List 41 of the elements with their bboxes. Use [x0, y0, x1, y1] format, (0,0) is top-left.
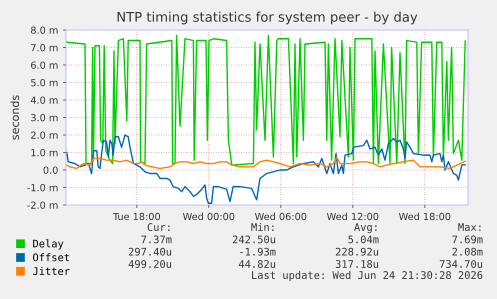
y-tick-label: 3.0 m — [31, 114, 58, 122]
chart-title: NTP timing statistics for system peer - by day — [118, 12, 418, 24]
y-tick-label: 5.0 m — [31, 78, 58, 86]
text: Cur: — [148, 223, 170, 232]
text: 499.20u — [128, 260, 172, 268]
text: 734.70u — [440, 260, 482, 268]
y-tick-label: 4.0 m — [30, 96, 58, 104]
x-tick-label: Wed 12:00 — [326, 212, 378, 220]
text: 2.08m — [452, 248, 483, 256]
text: Max: — [458, 223, 480, 232]
legend-label: Offset — [33, 253, 70, 262]
y-tick-label: 2.0 m — [31, 131, 58, 139]
text: 5.04m — [348, 235, 379, 244]
text: 297.40u — [128, 248, 172, 256]
y-tick-label: -1.0 m — [27, 184, 58, 192]
line-series — [66, 34, 466, 166]
y-tick-label: 6.0 m — [31, 61, 58, 69]
text: 228.92u — [336, 248, 378, 256]
text: 44.82u — [238, 260, 276, 268]
y-tick-label: 1.0 m — [31, 148, 58, 156]
y-tick-label: 8.0 m — [31, 26, 58, 34]
legend-label: Jitter — [33, 266, 70, 276]
text: 7.69m — [452, 235, 483, 244]
text: 7.37m — [141, 235, 172, 244]
legend-label: Delay — [33, 239, 64, 250]
y-tick-label: 7.0 m — [31, 44, 58, 52]
line-series — [66, 134, 466, 204]
text: Avg: — [354, 223, 376, 234]
line-series — [66, 156, 466, 170]
text: 317.18u — [336, 260, 378, 268]
x-tick-label: Wed 06:00 — [254, 212, 306, 220]
x-tick-label: Wed 00:00 — [182, 212, 234, 220]
text: Min: — [251, 222, 274, 231]
text: 242.50u — [232, 235, 276, 244]
x-tick-label: Tue 18:00 — [112, 212, 160, 220]
text: -1.93m — [240, 248, 276, 256]
text: Last update: Wed Jun 24 21:30:28 2026 — [252, 270, 482, 282]
x-tick-label: Wed 18:00 — [398, 212, 450, 220]
y-tick-label: -2.0 m — [27, 201, 58, 209]
y-tick-label: 0.0 — [44, 166, 58, 174]
y-axis-title: seconds — [10, 95, 20, 140]
